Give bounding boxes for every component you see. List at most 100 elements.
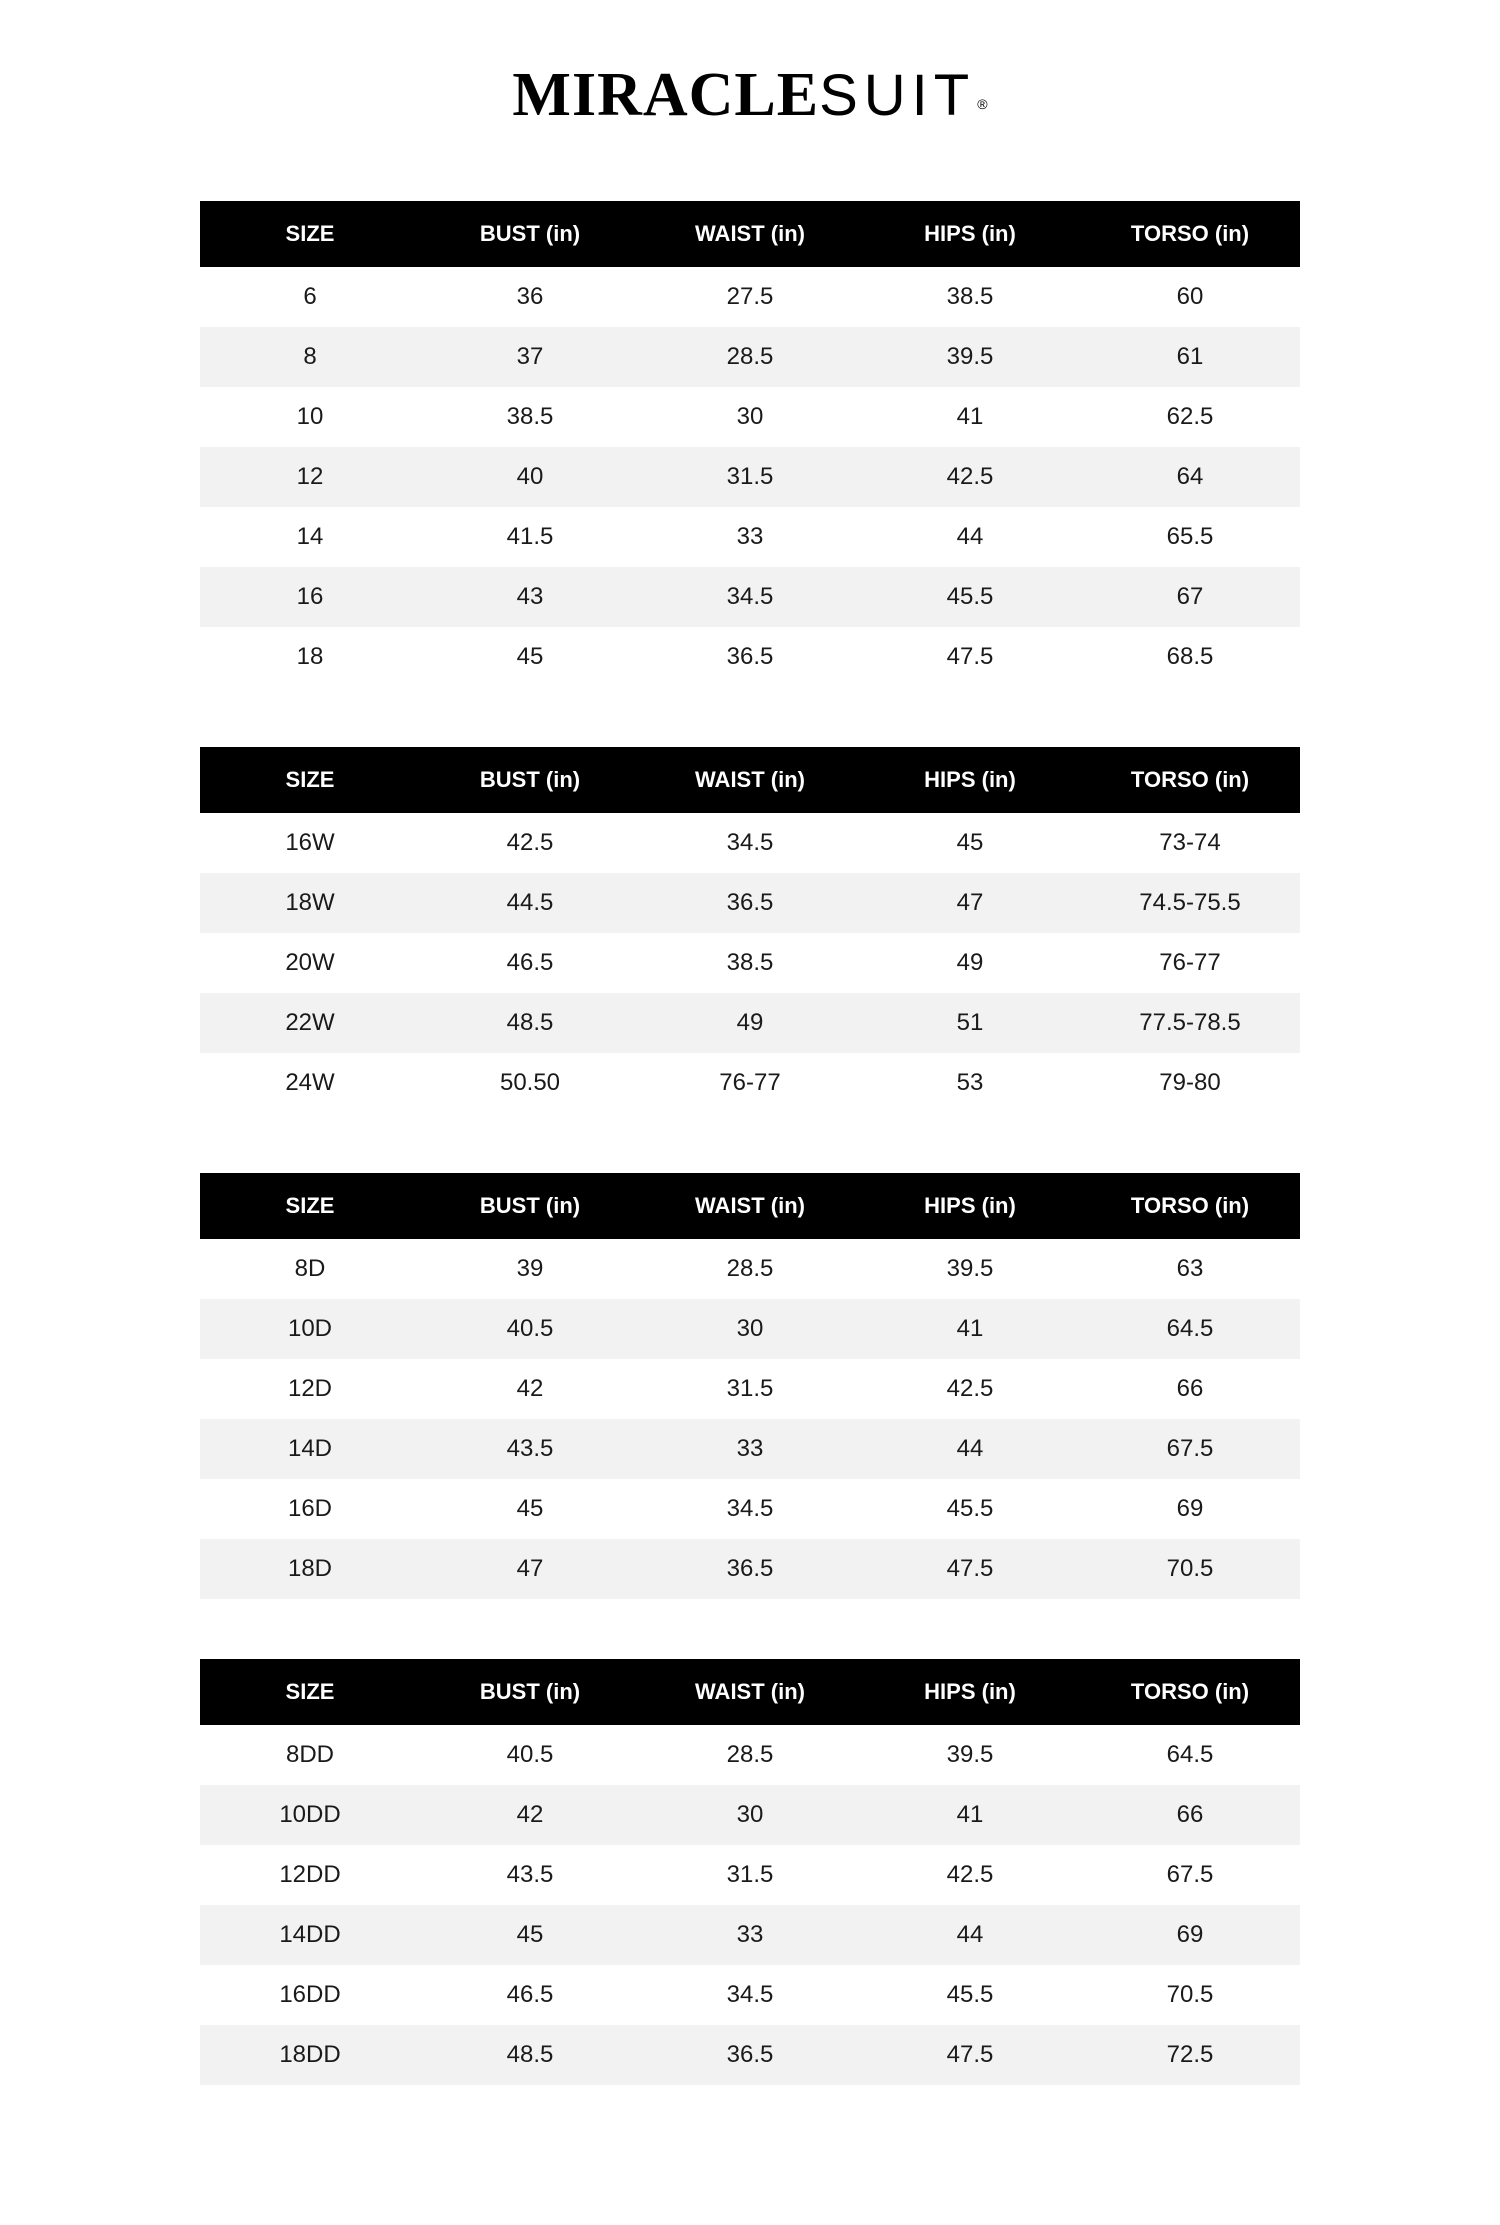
table-cell: 46.5 bbox=[420, 933, 640, 993]
table-header-cell: HIPS (in) bbox=[860, 1659, 1080, 1725]
table-row: 1038.5304162.5 bbox=[200, 387, 1300, 447]
table-cell: 12 bbox=[200, 447, 420, 507]
table-cell: 49 bbox=[860, 933, 1080, 993]
table-row: 18DD48.536.547.572.5 bbox=[200, 2025, 1300, 2085]
table-header-cell: TORSO (in) bbox=[1080, 1173, 1300, 1239]
table-row: 14DD45334469 bbox=[200, 1905, 1300, 1965]
table-cell: 34.5 bbox=[640, 567, 860, 627]
table-cell: 67 bbox=[1080, 567, 1300, 627]
table-cell: 10D bbox=[200, 1299, 420, 1359]
table-header-row: SIZEBUST (in)WAIST (in)HIPS (in)TORSO (i… bbox=[200, 201, 1300, 267]
table-cell: 38.5 bbox=[860, 267, 1080, 327]
table-cell: 39.5 bbox=[860, 1239, 1080, 1299]
table-row: 16DD46.534.545.570.5 bbox=[200, 1965, 1300, 2025]
table-header-cell: BUST (in) bbox=[420, 747, 640, 813]
table-cell: 18 bbox=[200, 627, 420, 687]
table-cell: 24W bbox=[200, 1053, 420, 1113]
table-cell: 38.5 bbox=[640, 933, 860, 993]
table-cell: 49 bbox=[640, 993, 860, 1053]
table-cell: 12DD bbox=[200, 1845, 420, 1905]
table-header-cell: SIZE bbox=[200, 747, 420, 813]
brand-sub-text: SUIT bbox=[819, 63, 975, 128]
table-cell: 45.5 bbox=[860, 1479, 1080, 1539]
table-header-cell: WAIST (in) bbox=[640, 1659, 860, 1725]
table-cell: 37 bbox=[420, 327, 640, 387]
table-header-cell: HIPS (in) bbox=[860, 747, 1080, 813]
table-cell: 64.5 bbox=[1080, 1725, 1300, 1785]
table-cell: 18D bbox=[200, 1539, 420, 1599]
table-cell: 53 bbox=[860, 1053, 1080, 1113]
table-cell: 43.5 bbox=[420, 1419, 640, 1479]
table-row: 83728.539.561 bbox=[200, 327, 1300, 387]
table-cell: 36.5 bbox=[640, 627, 860, 687]
table-cell: 36.5 bbox=[640, 2025, 860, 2085]
table-cell: 34.5 bbox=[640, 813, 860, 873]
table-cell: 41 bbox=[860, 1299, 1080, 1359]
table-cell: 68.5 bbox=[1080, 627, 1300, 687]
table-row: 8D3928.539.563 bbox=[200, 1239, 1300, 1299]
table-row: 12DD43.531.542.567.5 bbox=[200, 1845, 1300, 1905]
table-cell: 16 bbox=[200, 567, 420, 627]
table-cell: 20W bbox=[200, 933, 420, 993]
table-cell: 14D bbox=[200, 1419, 420, 1479]
table-cell: 33 bbox=[640, 507, 860, 567]
table-cell: 33 bbox=[640, 1905, 860, 1965]
table-header-cell: TORSO (in) bbox=[1080, 1659, 1300, 1725]
table-cell: 42 bbox=[420, 1359, 640, 1419]
table-cell: 67.5 bbox=[1080, 1845, 1300, 1905]
table-cell: 62.5 bbox=[1080, 387, 1300, 447]
table-row: 1441.5334465.5 bbox=[200, 507, 1300, 567]
table-cell: 76-77 bbox=[1080, 933, 1300, 993]
table-row: 18D4736.547.570.5 bbox=[200, 1539, 1300, 1599]
table-cell: 73-74 bbox=[1080, 813, 1300, 873]
table-cell: 40 bbox=[420, 447, 640, 507]
table-row: 16W42.534.54573-74 bbox=[200, 813, 1300, 873]
table-header-cell: SIZE bbox=[200, 1659, 420, 1725]
table-cell: 40.5 bbox=[420, 1299, 640, 1359]
table-cell: 70.5 bbox=[1080, 1539, 1300, 1599]
table-cell: 46.5 bbox=[420, 1965, 640, 2025]
table-header-cell: BUST (in) bbox=[420, 1659, 640, 1725]
table-cell: 45.5 bbox=[860, 1965, 1080, 2025]
table-cell: 51 bbox=[860, 993, 1080, 1053]
table-cell: 10DD bbox=[200, 1785, 420, 1845]
table-cell: 42.5 bbox=[860, 1845, 1080, 1905]
table-cell: 28.5 bbox=[640, 1239, 860, 1299]
table-row: 124031.542.564 bbox=[200, 447, 1300, 507]
table-row: 184536.547.568.5 bbox=[200, 627, 1300, 687]
table-cell: 14 bbox=[200, 507, 420, 567]
table-cell: 16D bbox=[200, 1479, 420, 1539]
table-cell: 39.5 bbox=[860, 1725, 1080, 1785]
table-cell: 48.5 bbox=[420, 2025, 640, 2085]
table-row: 12D4231.542.566 bbox=[200, 1359, 1300, 1419]
table-row: 8DD40.528.539.564.5 bbox=[200, 1725, 1300, 1785]
table-cell: 14DD bbox=[200, 1905, 420, 1965]
table-cell: 66 bbox=[1080, 1359, 1300, 1419]
table-header-cell: SIZE bbox=[200, 201, 420, 267]
table-row: 22W48.5495177.5-78.5 bbox=[200, 993, 1300, 1053]
table-cell: 45 bbox=[860, 813, 1080, 873]
table-header-cell: WAIST (in) bbox=[640, 201, 860, 267]
table-row: 63627.538.560 bbox=[200, 267, 1300, 327]
table-cell: 36.5 bbox=[640, 1539, 860, 1599]
size-table: SIZEBUST (in)WAIST (in)HIPS (in)TORSO (i… bbox=[200, 201, 1300, 687]
table-header-cell: WAIST (in) bbox=[640, 747, 860, 813]
table-cell: 44 bbox=[860, 507, 1080, 567]
table-cell: 74.5-75.5 bbox=[1080, 873, 1300, 933]
table-cell: 69 bbox=[1080, 1905, 1300, 1965]
table-row: 14D43.5334467.5 bbox=[200, 1419, 1300, 1479]
table-cell: 30 bbox=[640, 1299, 860, 1359]
table-cell: 10 bbox=[200, 387, 420, 447]
table-row: 18W44.536.54774.5-75.5 bbox=[200, 873, 1300, 933]
table-cell: 6 bbox=[200, 267, 420, 327]
table-cell: 42.5 bbox=[860, 447, 1080, 507]
table-header-cell: HIPS (in) bbox=[860, 201, 1080, 267]
table-cell: 38.5 bbox=[420, 387, 640, 447]
table-cell: 39 bbox=[420, 1239, 640, 1299]
table-header-cell: BUST (in) bbox=[420, 201, 640, 267]
table-cell: 76-77 bbox=[640, 1053, 860, 1113]
table-row: 20W46.538.54976-77 bbox=[200, 933, 1300, 993]
table-cell: 16W bbox=[200, 813, 420, 873]
table-row: 10D40.5304164.5 bbox=[200, 1299, 1300, 1359]
table-cell: 44.5 bbox=[420, 873, 640, 933]
